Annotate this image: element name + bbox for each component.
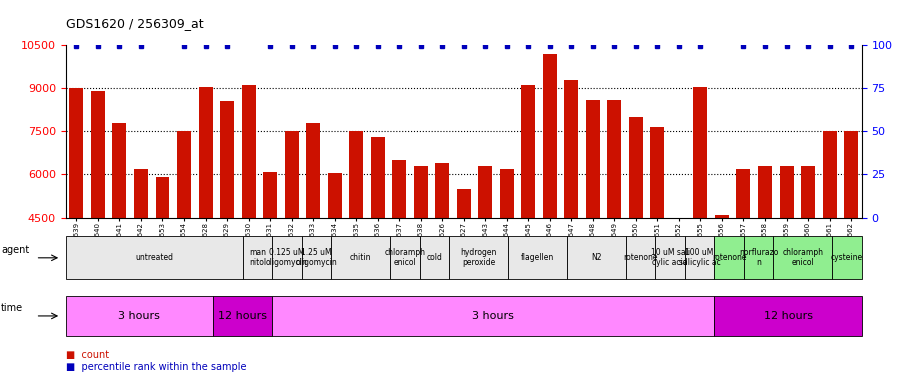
Bar	[779, 166, 793, 347]
Bar	[262, 171, 277, 347]
Bar	[435, 163, 449, 347]
Text: agent: agent	[1, 245, 29, 255]
Text: time: time	[1, 303, 23, 313]
Text: N2: N2	[590, 254, 601, 262]
Bar	[736, 169, 750, 347]
Text: 0.125 uM
oligomycin: 0.125 uM oligomycin	[266, 249, 307, 267]
Bar	[714, 214, 728, 347]
Text: 3 hours: 3 hours	[472, 311, 514, 321]
Text: 10 uM sali
cylic acid: 10 uM sali cylic acid	[650, 249, 689, 267]
Text: rotenone: rotenone	[711, 254, 745, 262]
Text: GDS1620 / 256309_at: GDS1620 / 256309_at	[66, 17, 203, 30]
Bar	[844, 131, 857, 347]
Bar	[370, 137, 384, 347]
Bar	[177, 131, 190, 347]
Bar	[349, 131, 363, 347]
Text: chloramph
enicol: chloramph enicol	[384, 249, 425, 267]
Text: ■  percentile rank within the sample: ■ percentile rank within the sample	[66, 362, 246, 372]
Text: ■  count: ■ count	[66, 350, 108, 360]
Text: flagellen: flagellen	[520, 254, 554, 262]
Bar	[650, 127, 664, 347]
Bar	[585, 100, 599, 347]
Bar	[607, 100, 620, 347]
Bar	[327, 173, 342, 347]
Bar	[306, 123, 320, 347]
Text: untreated: untreated	[135, 254, 173, 262]
Text: cysteine: cysteine	[830, 254, 862, 262]
Bar	[220, 101, 234, 347]
Text: man
nitol: man nitol	[249, 249, 266, 267]
Bar	[414, 166, 427, 347]
Bar	[671, 217, 685, 347]
Bar	[392, 160, 405, 347]
Bar	[112, 123, 127, 347]
Bar	[692, 87, 707, 347]
Bar	[284, 131, 298, 347]
Bar	[800, 166, 814, 347]
Bar	[156, 177, 169, 347]
Text: hydrogen
peroxide: hydrogen peroxide	[460, 249, 496, 267]
Bar	[199, 87, 212, 347]
Text: rotenone: rotenone	[623, 254, 657, 262]
Bar	[69, 88, 83, 347]
Bar	[477, 166, 492, 347]
Bar	[241, 85, 255, 347]
Bar	[542, 54, 557, 347]
Bar	[91, 91, 105, 347]
Text: 1.25 uM
oligomycin: 1.25 uM oligomycin	[295, 249, 337, 267]
Text: 3 hours: 3 hours	[118, 311, 160, 321]
Bar	[521, 85, 535, 347]
Bar	[564, 80, 578, 347]
Text: 12 hours: 12 hours	[763, 311, 812, 321]
Bar	[757, 166, 771, 347]
Bar	[134, 169, 148, 347]
Text: cold: cold	[425, 254, 442, 262]
Text: 12 hours: 12 hours	[218, 311, 267, 321]
Text: 100 uM
salicylic ac: 100 uM salicylic ac	[678, 249, 720, 267]
Bar	[499, 169, 513, 347]
Bar	[456, 189, 470, 347]
Text: norflurazo
n: norflurazo n	[738, 249, 777, 267]
Bar	[629, 117, 642, 347]
Text: chloramph
enicol: chloramph enicol	[782, 249, 823, 267]
Text: chitin: chitin	[350, 254, 371, 262]
Bar	[822, 131, 835, 347]
